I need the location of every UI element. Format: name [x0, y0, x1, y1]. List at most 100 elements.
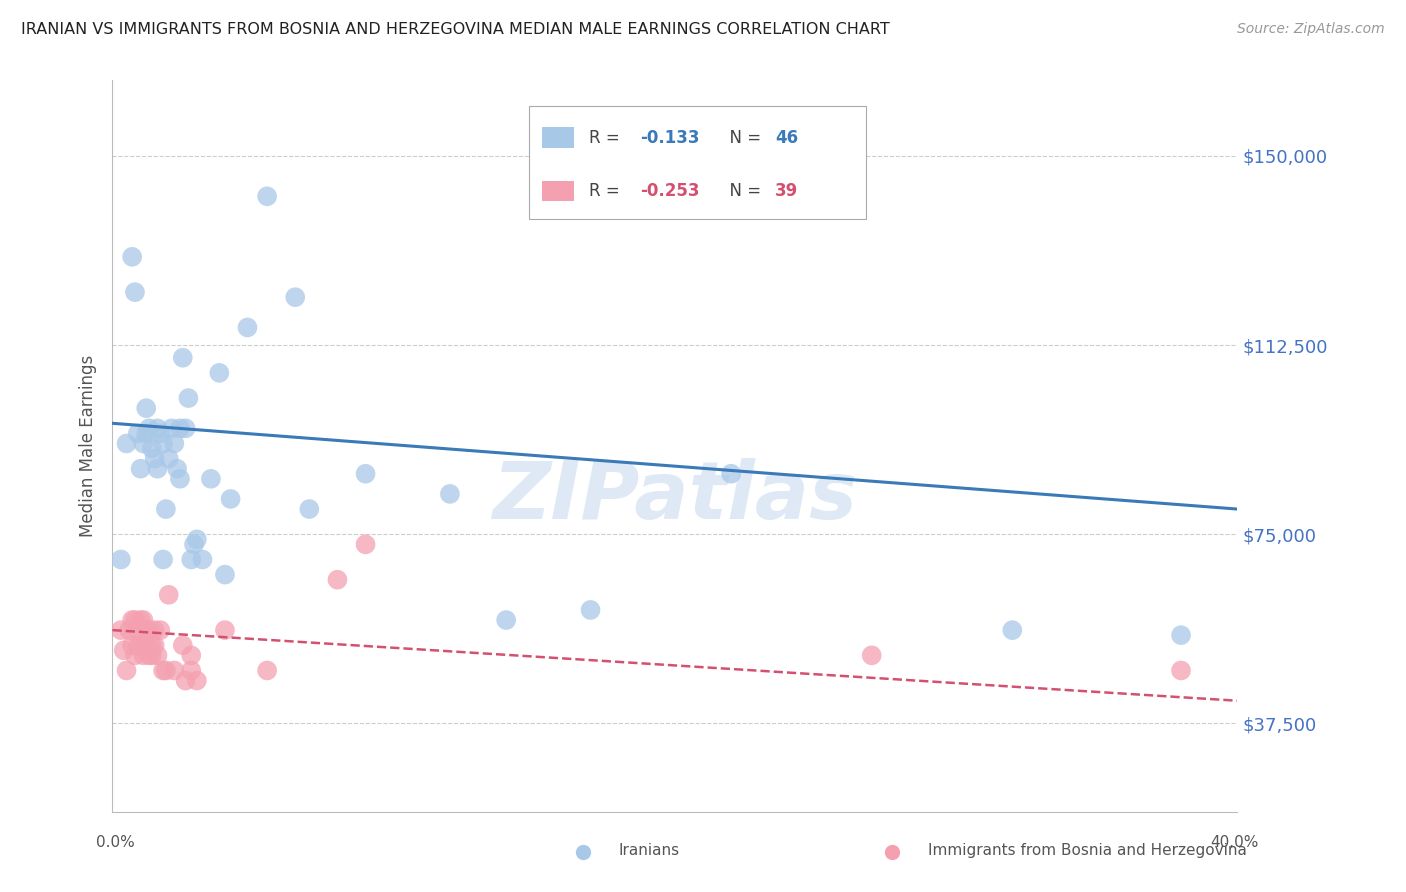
Point — [146, 421, 169, 435]
Point — [183, 537, 205, 551]
Point — [129, 638, 152, 652]
Point — [115, 436, 138, 450]
Point — [236, 320, 259, 334]
Point — [214, 623, 236, 637]
Point — [354, 467, 377, 481]
Point — [166, 461, 188, 475]
FancyBboxPatch shape — [529, 106, 866, 219]
Text: Source: ZipAtlas.com: Source: ZipAtlas.com — [1237, 22, 1385, 37]
Point — [186, 533, 208, 547]
Text: N =: N = — [718, 182, 766, 200]
Point — [208, 366, 231, 380]
Point — [141, 638, 163, 652]
Point — [152, 664, 174, 678]
Point — [157, 451, 180, 466]
Point — [135, 638, 157, 652]
Point — [118, 623, 141, 637]
Point — [256, 664, 278, 678]
Text: N =: N = — [718, 128, 766, 146]
Point — [169, 472, 191, 486]
Point — [177, 391, 200, 405]
Point — [121, 250, 143, 264]
Point — [127, 638, 149, 652]
Point — [146, 648, 169, 663]
Point — [174, 673, 197, 688]
Point — [115, 664, 138, 678]
Point — [132, 436, 155, 450]
Text: -0.133: -0.133 — [640, 128, 700, 146]
Point — [571, 846, 595, 860]
Point — [860, 648, 883, 663]
Point — [169, 421, 191, 435]
FancyBboxPatch shape — [543, 128, 574, 148]
Point — [439, 487, 461, 501]
Point — [172, 638, 194, 652]
Point — [495, 613, 517, 627]
Point — [138, 623, 160, 637]
Point — [720, 467, 742, 481]
Point — [124, 613, 146, 627]
Point — [110, 552, 132, 566]
Point — [157, 588, 180, 602]
Point — [141, 648, 163, 663]
Point — [152, 552, 174, 566]
Point — [152, 436, 174, 450]
Point — [160, 421, 183, 435]
Point — [579, 603, 602, 617]
Point — [135, 426, 157, 441]
FancyBboxPatch shape — [543, 181, 574, 202]
Point — [146, 461, 169, 475]
Point — [172, 351, 194, 365]
Point — [132, 648, 155, 663]
Text: R =: R = — [589, 128, 626, 146]
Point — [127, 426, 149, 441]
Point — [298, 502, 321, 516]
Text: 39: 39 — [775, 182, 799, 200]
Point — [1170, 664, 1192, 678]
Point — [256, 189, 278, 203]
Point — [174, 421, 197, 435]
Point — [219, 491, 242, 506]
Point — [143, 451, 166, 466]
Text: 46: 46 — [775, 128, 799, 146]
Point — [124, 648, 146, 663]
Text: Iranians: Iranians — [619, 843, 679, 857]
Point — [143, 623, 166, 637]
Point — [138, 421, 160, 435]
Point — [121, 638, 143, 652]
Point — [163, 664, 186, 678]
Point — [180, 648, 202, 663]
Point — [124, 285, 146, 300]
Point — [214, 567, 236, 582]
Point — [149, 623, 172, 637]
Text: Immigrants from Bosnia and Herzegovina: Immigrants from Bosnia and Herzegovina — [928, 843, 1247, 857]
Text: -0.253: -0.253 — [640, 182, 700, 200]
Point — [180, 552, 202, 566]
Point — [127, 623, 149, 637]
Point — [143, 638, 166, 652]
Point — [880, 846, 904, 860]
Point — [163, 436, 186, 450]
Point — [155, 664, 177, 678]
Point — [354, 537, 377, 551]
Text: R =: R = — [589, 182, 626, 200]
Point — [138, 648, 160, 663]
Point — [121, 613, 143, 627]
Point — [110, 623, 132, 637]
Point — [149, 426, 172, 441]
Text: IRANIAN VS IMMIGRANTS FROM BOSNIA AND HERZEGOVINA MEDIAN MALE EARNINGS CORRELATI: IRANIAN VS IMMIGRANTS FROM BOSNIA AND HE… — [21, 22, 890, 37]
Y-axis label: Median Male Earnings: Median Male Earnings — [79, 355, 97, 537]
Point — [132, 613, 155, 627]
Point — [326, 573, 349, 587]
Text: 40.0%: 40.0% — [1211, 836, 1258, 850]
Text: ZIPatlas: ZIPatlas — [492, 458, 858, 536]
Point — [284, 290, 307, 304]
Point — [141, 442, 163, 456]
Point — [180, 664, 202, 678]
Point — [200, 472, 222, 486]
Point — [191, 552, 214, 566]
Point — [186, 673, 208, 688]
Point — [135, 401, 157, 416]
Text: 0.0%: 0.0% — [96, 836, 135, 850]
Point — [135, 623, 157, 637]
